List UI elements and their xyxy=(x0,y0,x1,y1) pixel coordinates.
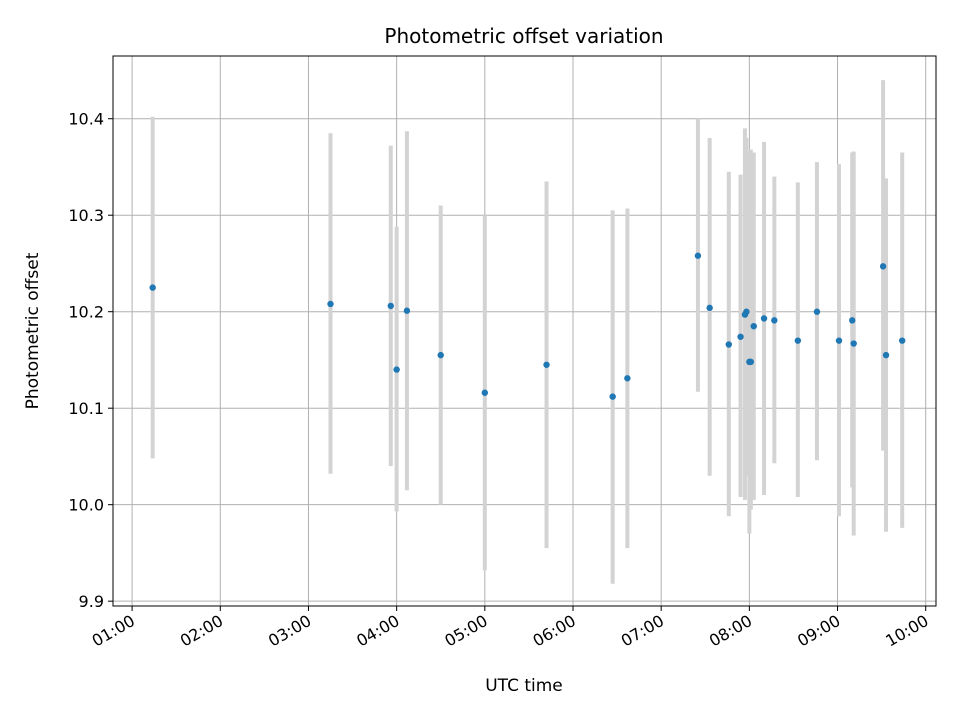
x-tick-label: 04:00 xyxy=(353,611,402,651)
x-axis-label: UTC time xyxy=(485,676,563,696)
data-point xyxy=(387,302,394,310)
data-point xyxy=(849,317,856,324)
y-tick-label: 9.9 xyxy=(79,592,104,611)
y-tick-label: 10.0 xyxy=(68,496,104,515)
y-tick-label: 10.3 xyxy=(68,206,104,225)
data-point xyxy=(771,317,778,324)
x-tick-label: 05:00 xyxy=(441,611,490,651)
data-point xyxy=(743,308,750,315)
data-point xyxy=(706,304,713,312)
grid xyxy=(113,56,936,606)
data-point xyxy=(694,252,702,259)
chart-title: Photometric offset variation xyxy=(384,24,663,48)
data-point xyxy=(882,351,890,359)
y-tick-label: 10.2 xyxy=(68,303,104,322)
data-point xyxy=(794,337,802,344)
x-tick-label: 01:00 xyxy=(89,611,138,651)
axis-ticks: 01:00 02:00 03:00 04:00 05:00 06:00 07:00 08:00… xyxy=(68,110,931,651)
data-point xyxy=(149,284,156,291)
x-tick-label: 03:00 xyxy=(265,611,314,651)
data-point xyxy=(813,308,821,315)
data-point xyxy=(543,361,550,368)
x-tick-label: 09:00 xyxy=(794,611,843,651)
plot-frame xyxy=(112,55,937,607)
x-tick-label: 10:00 xyxy=(882,611,931,651)
data-point xyxy=(750,322,757,330)
x-tick-label: 08:00 xyxy=(706,611,755,651)
data-point xyxy=(609,393,616,400)
x-tick-label: 06:00 xyxy=(530,611,579,651)
data-point xyxy=(327,300,334,308)
data-point xyxy=(835,337,843,344)
y-tick-label: 10.1 xyxy=(68,399,104,418)
data-point xyxy=(437,351,444,359)
data-point xyxy=(879,263,887,270)
data-point xyxy=(898,337,906,344)
y-axis-label: Photometric offset xyxy=(23,252,43,409)
data-point xyxy=(403,307,411,314)
data-points xyxy=(149,252,906,400)
data-point xyxy=(737,333,744,340)
data-point xyxy=(725,341,732,348)
data-point xyxy=(393,366,400,373)
errorbars xyxy=(150,80,905,584)
data-point xyxy=(747,358,755,366)
data-point xyxy=(481,389,489,396)
y-tick-label: 10.4 xyxy=(68,110,104,129)
x-tick-label: 07:00 xyxy=(618,611,667,651)
data-point xyxy=(760,315,768,322)
data-point xyxy=(850,340,857,347)
data-point xyxy=(624,375,631,382)
x-tick-label: 02:00 xyxy=(177,611,226,651)
